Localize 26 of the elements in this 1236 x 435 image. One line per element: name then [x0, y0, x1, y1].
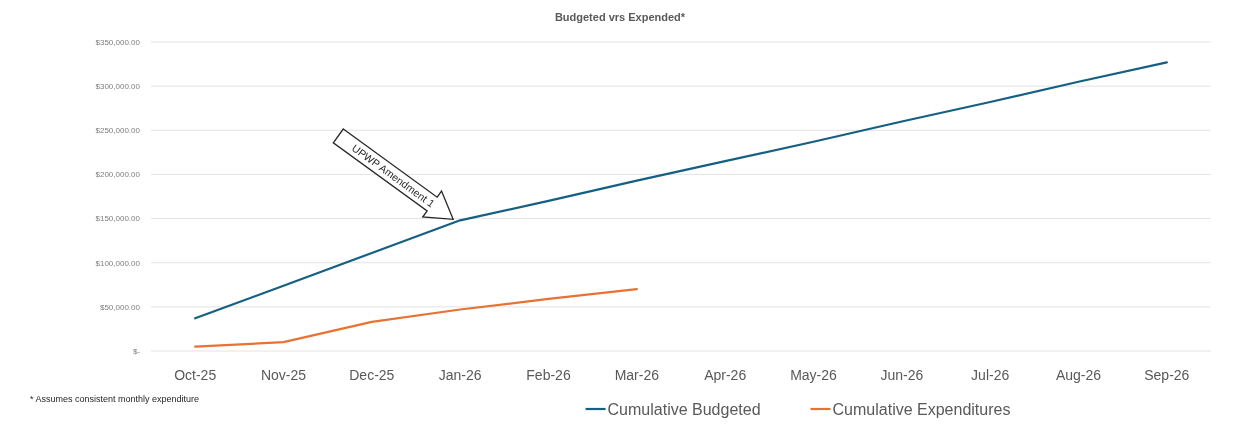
x-tick-label: Apr-26 [704, 367, 747, 383]
x-tick-label: May-26 [790, 367, 838, 383]
legend-label: Cumulative Budgeted [607, 400, 761, 418]
legend-label: Cumulative Expenditures [832, 400, 1011, 418]
chart-title: Budgeted vrs Expended* [554, 11, 686, 23]
y-tick-label: $300,000.00 [95, 81, 141, 91]
x-tick-label: Nov-25 [260, 367, 307, 383]
x-tick-label: Sep-26 [1144, 367, 1190, 383]
x-tick-label: Jun-26 [880, 367, 924, 383]
line-series [194, 288, 638, 348]
x-tick-label: Jan-26 [438, 367, 482, 383]
x-tick-label: Oct-25 [174, 367, 217, 383]
x-tick-label: Aug-26 [1055, 367, 1102, 383]
text: * Assumes consistent monthly expenditure [30, 394, 200, 404]
y-tick-label: $- [132, 346, 141, 356]
line-series [194, 61, 1168, 320]
y-tick-label: $50,000.00 [99, 302, 141, 312]
x-tick-label: Jul-26 [971, 367, 1010, 383]
y-tick-label: $250,000.00 [95, 126, 141, 136]
y-tick-label: $100,000.00 [95, 258, 141, 268]
x-tick-label: Mar-26 [614, 367, 660, 383]
y-tick-label: $150,000.00 [95, 214, 141, 224]
y-tick-label: $200,000.00 [95, 170, 141, 180]
x-tick-label: Dec-25 [349, 367, 395, 383]
y-tick-label: $350,000.00 [95, 37, 141, 47]
x-tick-label: Feb-26 [526, 367, 571, 383]
